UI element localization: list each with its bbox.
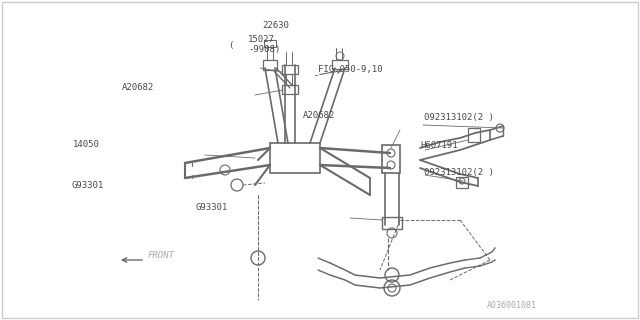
Bar bbox=[270, 143, 320, 173]
Text: 092313102(2 ): 092313102(2 ) bbox=[424, 113, 494, 122]
Text: A036001081: A036001081 bbox=[487, 301, 537, 310]
Text: (: ( bbox=[228, 41, 234, 50]
Text: G93301: G93301 bbox=[196, 203, 228, 212]
Text: 22630: 22630 bbox=[262, 21, 289, 30]
Bar bbox=[468, 128, 480, 142]
Text: FRONT: FRONT bbox=[148, 251, 175, 260]
Text: A20682: A20682 bbox=[303, 111, 335, 120]
Bar bbox=[382, 145, 400, 173]
Bar bbox=[289, 85, 298, 92]
Text: A20682: A20682 bbox=[122, 83, 154, 92]
Text: G93301: G93301 bbox=[72, 181, 104, 190]
Text: 092313102(2 ): 092313102(2 ) bbox=[424, 168, 494, 177]
Bar bbox=[264, 40, 276, 47]
Text: 14050: 14050 bbox=[73, 140, 100, 149]
Bar bbox=[332, 60, 348, 69]
Text: FIG.050-9,10: FIG.050-9,10 bbox=[318, 65, 383, 74]
Bar bbox=[456, 177, 468, 188]
Bar bbox=[282, 65, 298, 74]
Bar bbox=[263, 60, 277, 70]
Text: H607191: H607191 bbox=[420, 141, 458, 150]
Text: -9908): -9908) bbox=[248, 45, 280, 54]
Text: 15027: 15027 bbox=[248, 35, 275, 44]
Bar bbox=[282, 85, 298, 94]
Bar bbox=[382, 217, 402, 229]
